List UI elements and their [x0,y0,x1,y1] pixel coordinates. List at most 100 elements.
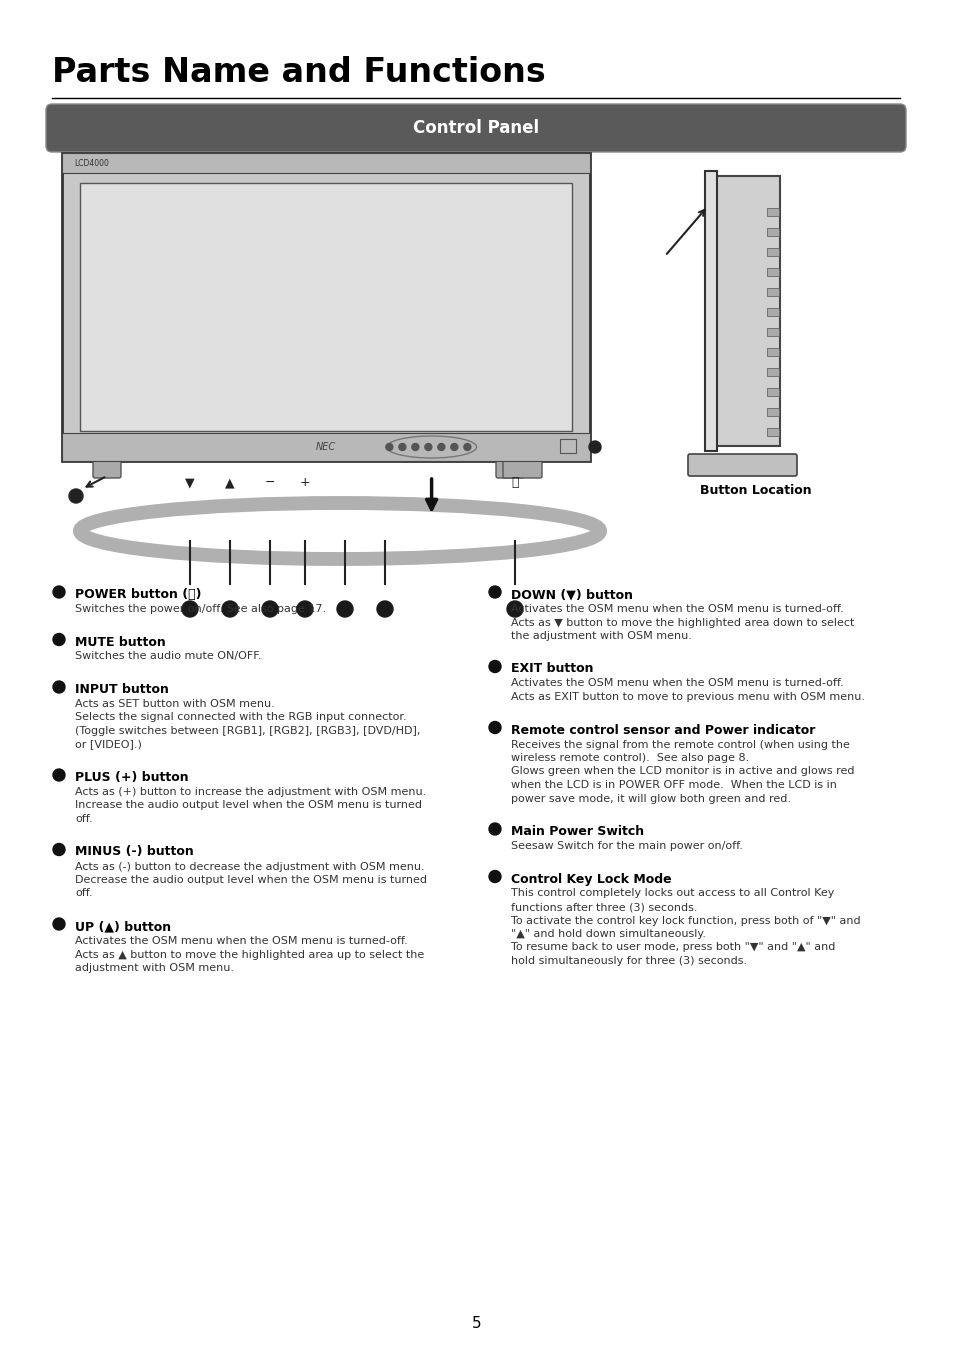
Circle shape [424,443,432,450]
Bar [766,349,779,357]
Circle shape [463,443,471,450]
Text: hold simultaneously for three (3) seconds.: hold simultaneously for three (3) second… [511,957,746,966]
Circle shape [296,601,313,617]
Bar [559,439,576,453]
Bar [766,249,779,255]
Text: Selects the signal connected with the RGB input connector.: Selects the signal connected with the RG… [75,712,406,723]
Circle shape [398,443,405,450]
Circle shape [489,870,500,882]
Text: This control completely locks out access to all Control Key: This control completely locks out access… [511,889,834,898]
Circle shape [53,586,65,598]
Text: power save mode, it will glow both green and red.: power save mode, it will glow both green… [511,793,790,804]
Text: MUTE button: MUTE button [75,635,166,648]
Text: POWER button (⏻): POWER button (⏻) [75,588,201,601]
Text: adjustment with OSM menu.: adjustment with OSM menu. [75,963,233,973]
Text: wireless remote control).  See also page 8.: wireless remote control). See also page … [511,753,748,763]
FancyBboxPatch shape [496,459,523,478]
Bar [766,428,779,436]
Text: or [VIDEO].): or [VIDEO].) [75,739,142,750]
Bar [766,267,779,276]
Text: when the LCD is in POWER OFF mode.  When the LCD is in: when the LCD is in POWER OFF mode. When … [511,780,836,790]
Bar [62,153,589,173]
Text: EXIT button: EXIT button [511,662,593,676]
Text: Activates the OSM menu when the OSM menu is turned-off.: Activates the OSM menu when the OSM menu… [75,936,407,946]
Text: MINUS (-) button: MINUS (-) button [75,846,193,858]
Text: Button Location: Button Location [700,484,811,497]
Circle shape [412,443,418,450]
Circle shape [437,443,444,450]
Text: Increase the audio output level when the OSM menu is turned: Increase the audio output level when the… [75,801,421,811]
Bar [766,308,779,316]
Text: ⏻: ⏻ [511,476,518,489]
Circle shape [53,843,65,855]
Bar [766,288,779,296]
Text: NEC: NEC [315,442,335,453]
Circle shape [489,661,500,673]
Circle shape [506,601,522,617]
Text: Activates the OSM menu when the OSM menu is turned-off.: Activates the OSM menu when the OSM menu… [511,678,842,689]
Circle shape [588,440,600,453]
Circle shape [53,681,65,693]
Bar [766,388,779,396]
Text: UP (▲) button: UP (▲) button [75,920,171,934]
Circle shape [222,601,237,617]
Text: Switches the audio mute ON/OFF.: Switches the audio mute ON/OFF. [75,651,261,662]
Text: Switches the power on/off. See also page 17.: Switches the power on/off. See also page… [75,604,326,613]
Text: −: − [265,476,275,489]
Text: off.: off. [75,815,92,824]
Bar [766,367,779,376]
Text: functions after three (3) seconds.: functions after three (3) seconds. [511,902,697,912]
Text: Acts as SET button with OSM menu.: Acts as SET button with OSM menu. [75,698,274,709]
Circle shape [336,601,353,617]
Text: ▲: ▲ [225,476,234,489]
Text: off.: off. [75,889,92,898]
Bar [709,176,780,446]
Text: DOWN (▼) button: DOWN (▼) button [511,588,633,601]
Text: Acts as EXIT button to move to previous menu with OSM menu.: Acts as EXIT button to move to previous … [511,692,864,703]
FancyBboxPatch shape [46,104,905,153]
Text: Acts as (-) button to decrease the adjustment with OSM menu.: Acts as (-) button to decrease the adjus… [75,862,424,871]
Text: (Toggle switches between [RGB1], [RGB2], [RGB3], [DVD/HD],: (Toggle switches between [RGB1], [RGB2],… [75,725,420,736]
Bar [766,408,779,416]
Text: LCD4000: LCD4000 [74,158,109,168]
Text: Seesaw Switch for the main power on/off.: Seesaw Switch for the main power on/off. [511,842,742,851]
Circle shape [53,634,65,646]
FancyBboxPatch shape [92,459,121,478]
Text: +: + [299,476,310,489]
Circle shape [385,443,393,450]
Text: Control Panel: Control Panel [413,119,538,136]
Bar [62,434,589,461]
Text: Acts as ▼ button to move the highlighted area down to select: Acts as ▼ button to move the highlighted… [511,617,854,627]
Bar [62,153,589,461]
Text: 5: 5 [472,1316,481,1331]
Bar [80,182,572,431]
Text: Activates the OSM menu when the OSM menu is turned-off.: Activates the OSM menu when the OSM menu… [511,604,842,613]
Circle shape [489,721,500,734]
Circle shape [489,586,500,598]
Bar [766,228,779,236]
Circle shape [376,601,393,617]
Bar [766,328,779,336]
FancyBboxPatch shape [502,459,541,478]
Text: ▼: ▼ [185,476,194,489]
Text: PLUS (+) button: PLUS (+) button [75,771,189,784]
Bar [704,172,717,451]
Text: Acts as ▲ button to move the highlighted area up to select the: Acts as ▲ button to move the highlighted… [75,950,424,959]
Text: Receives the signal from the remote control (when using the: Receives the signal from the remote cont… [511,739,849,750]
Text: Control Key Lock Mode: Control Key Lock Mode [511,873,671,885]
Text: "▲" and hold down simultaneously.: "▲" and hold down simultaneously. [511,929,705,939]
FancyBboxPatch shape [687,454,796,476]
Text: Glows green when the LCD monitor is in active and glows red: Glows green when the LCD monitor is in a… [511,766,854,777]
Text: Parts Name and Functions: Parts Name and Functions [52,55,545,89]
Text: Decrease the audio output level when the OSM menu is turned: Decrease the audio output level when the… [75,875,427,885]
Text: To activate the control key lock function, press both of "▼" and: To activate the control key lock functio… [511,916,860,925]
Text: Remote control sensor and Power indicator: Remote control sensor and Power indicato… [511,724,815,736]
Text: INPUT button: INPUT button [75,684,169,696]
Circle shape [53,769,65,781]
Text: To resume back to user mode, press both "▼" and "▲" and: To resume back to user mode, press both … [511,943,835,952]
Circle shape [489,823,500,835]
Text: Main Power Switch: Main Power Switch [511,825,643,838]
Circle shape [69,489,83,503]
Circle shape [262,601,277,617]
Text: Acts as (+) button to increase the adjustment with OSM menu.: Acts as (+) button to increase the adjus… [75,788,426,797]
